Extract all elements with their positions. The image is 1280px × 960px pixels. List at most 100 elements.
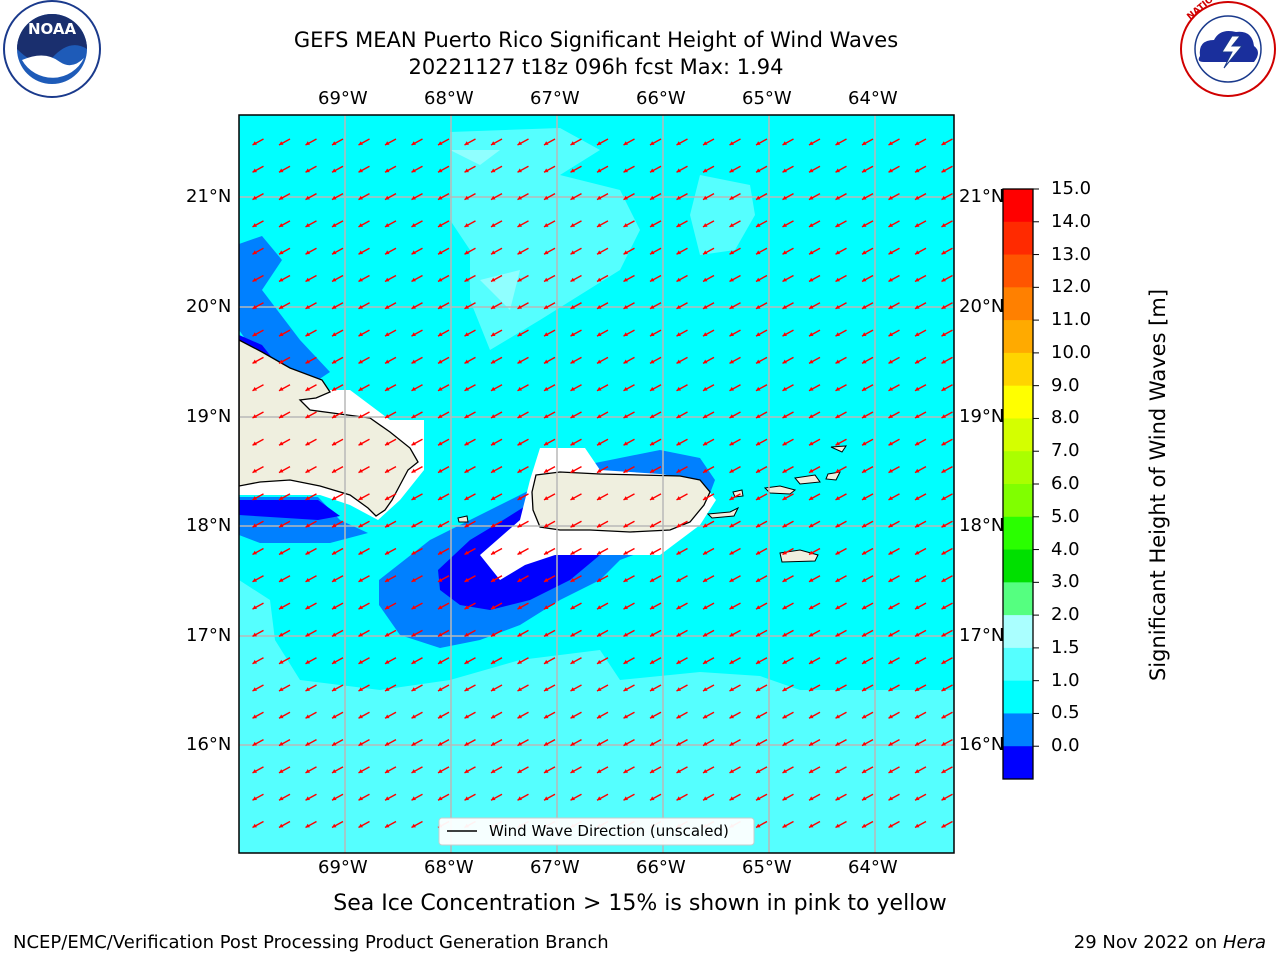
wind-arrow bbox=[517, 602, 529, 610]
wind-arrow bbox=[570, 302, 582, 310]
wind-arrow bbox=[543, 602, 556, 610]
wind-arrow bbox=[623, 165, 635, 173]
wind-arrow bbox=[755, 820, 768, 829]
wind-arrow bbox=[782, 356, 794, 365]
wind-arrow bbox=[914, 711, 927, 719]
wind-arrow bbox=[411, 274, 423, 283]
wind-arrow bbox=[278, 711, 291, 719]
wind-arrow bbox=[755, 274, 768, 283]
wind-arrow bbox=[543, 247, 556, 255]
wind-arrow bbox=[570, 711, 582, 719]
wind-arrow bbox=[729, 138, 741, 146]
sea-ice-caption: Sea Ice Concentration > 15% is shown in … bbox=[333, 891, 947, 916]
wind-arrow bbox=[437, 520, 450, 528]
wind-arrow bbox=[252, 766, 264, 774]
wind-arrow bbox=[782, 575, 794, 583]
wind-arrow bbox=[252, 602, 264, 610]
wind-arrow bbox=[941, 575, 953, 583]
wind-arrow bbox=[649, 438, 662, 446]
wind-arrow bbox=[517, 793, 529, 801]
wind-arrow bbox=[252, 711, 264, 719]
lon-label-bottom-64w: 64°W bbox=[848, 857, 898, 878]
wind-arrow bbox=[331, 411, 344, 419]
wind-arrow bbox=[570, 438, 582, 446]
wind-arrow bbox=[782, 684, 794, 692]
wind-arrow bbox=[411, 384, 423, 392]
wind-arrow bbox=[411, 247, 423, 255]
wind-arrow bbox=[543, 547, 556, 556]
wind-arrow bbox=[888, 602, 900, 610]
wind-arrow bbox=[808, 575, 821, 583]
wind-arrow bbox=[596, 520, 609, 528]
wind-arrow bbox=[437, 684, 450, 692]
wind-arrow bbox=[676, 165, 688, 173]
wind-arrow bbox=[358, 547, 370, 556]
wind-arrow bbox=[384, 793, 397, 801]
wind-arrow bbox=[623, 547, 635, 556]
wind-arrow bbox=[278, 274, 291, 283]
wind-arrow bbox=[596, 302, 609, 310]
wind-arrow bbox=[808, 602, 821, 610]
wind-arrow bbox=[437, 575, 450, 583]
wind-arrow bbox=[755, 384, 768, 392]
wind-arrow bbox=[861, 411, 874, 419]
colorbar-tick-label: 2.0 bbox=[1051, 604, 1080, 626]
wind-arrow bbox=[755, 247, 768, 255]
wind-arrow bbox=[543, 684, 556, 692]
wind-arrow bbox=[437, 192, 450, 201]
colorbar-segment-16 bbox=[1003, 713, 1033, 747]
wind-arrow bbox=[517, 465, 529, 474]
colorbar-tick-label: 10.0 bbox=[1051, 341, 1092, 363]
wind-arrow bbox=[649, 247, 662, 255]
wind-arrow bbox=[437, 547, 450, 556]
wind-arrow bbox=[252, 302, 264, 310]
wind-arrow bbox=[941, 274, 953, 283]
wind-arrow bbox=[358, 684, 370, 692]
wind-arrow bbox=[676, 329, 688, 337]
lon-label-top-69w: 69°W bbox=[318, 88, 368, 109]
wind-arrow bbox=[596, 711, 609, 719]
footer-right: 29 Nov 2022 on Hera bbox=[1074, 932, 1266, 954]
wind-arrow bbox=[835, 711, 847, 719]
wind-arrow bbox=[278, 766, 291, 774]
wind-arrow bbox=[252, 738, 264, 747]
wind-arrow bbox=[649, 711, 662, 719]
wind-arrow bbox=[278, 738, 291, 747]
wind-arrow bbox=[543, 165, 556, 173]
wind-arrow bbox=[623, 274, 635, 283]
wind-arrow bbox=[278, 465, 291, 474]
wind-arrow bbox=[358, 302, 370, 310]
wind-arrow bbox=[305, 820, 317, 829]
wind-arrow bbox=[490, 138, 503, 146]
wind-arrow bbox=[941, 165, 953, 173]
wind-arrow bbox=[252, 547, 264, 556]
wind-arrow bbox=[331, 356, 344, 365]
wind-arrow bbox=[861, 684, 874, 692]
wind-arrow bbox=[278, 356, 291, 365]
wind-arrow bbox=[755, 520, 768, 528]
wind-arrow bbox=[305, 657, 317, 665]
wind-arrow bbox=[490, 411, 503, 419]
wind-arrow bbox=[861, 302, 874, 310]
wind-arrow bbox=[517, 438, 529, 446]
wind-arrow bbox=[861, 575, 874, 583]
noaa-logo: NOAA bbox=[3, 0, 101, 98]
wind-arrow bbox=[517, 738, 529, 747]
wind-arrow bbox=[649, 220, 662, 228]
wind-arrow bbox=[649, 738, 662, 747]
lat-label-right-20n: 20°N bbox=[959, 296, 1005, 317]
lon-label-bottom-66w: 66°W bbox=[636, 857, 686, 878]
wind-arrow bbox=[596, 192, 609, 201]
wind-arrow bbox=[649, 793, 662, 801]
wind-arrow bbox=[252, 657, 264, 665]
wind-arrow bbox=[570, 629, 582, 638]
wind-arrow bbox=[914, 629, 927, 638]
lon-label-bottom-67w: 67°W bbox=[530, 857, 580, 878]
wind-arrow bbox=[729, 629, 741, 638]
wind-arrow bbox=[782, 820, 794, 829]
wind-arrow bbox=[331, 192, 344, 201]
wind-arrow bbox=[384, 138, 397, 146]
wind-arrow bbox=[305, 274, 317, 283]
colorbar-segment-5 bbox=[1003, 352, 1033, 387]
wind-arrow bbox=[729, 384, 741, 392]
